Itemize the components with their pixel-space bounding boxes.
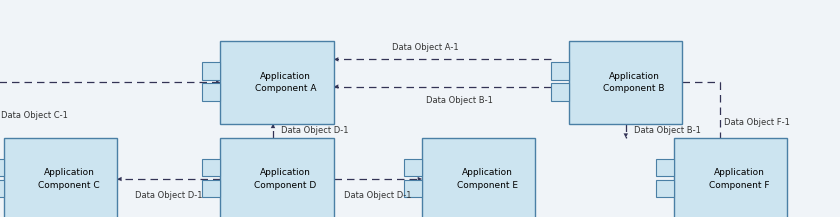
Text: Application
Component C: Application Component C xyxy=(38,168,100,190)
Text: Data Object F-1: Data Object F-1 xyxy=(724,118,790,127)
Bar xyxy=(655,180,674,197)
Text: Data Object C-1: Data Object C-1 xyxy=(1,112,68,120)
Bar xyxy=(202,83,220,101)
Text: Application
Component D: Application Component D xyxy=(255,168,317,190)
Bar xyxy=(403,159,422,176)
Bar xyxy=(655,159,674,176)
Bar xyxy=(0,159,3,176)
Text: Application
Component E: Application Component E xyxy=(457,168,517,190)
Text: Data Object D-1: Data Object D-1 xyxy=(281,126,349,135)
Text: Data Object A-1: Data Object A-1 xyxy=(392,43,459,52)
Text: Application
Component A: Application Component A xyxy=(255,72,317,93)
Bar xyxy=(3,138,117,217)
Bar xyxy=(202,180,220,197)
Bar xyxy=(403,180,422,197)
Text: Data Object D-1: Data Object D-1 xyxy=(344,191,412,200)
Bar xyxy=(0,180,3,197)
Bar xyxy=(202,159,220,176)
Text: Data Object D-1: Data Object D-1 xyxy=(135,191,202,200)
Bar xyxy=(551,62,570,80)
Text: Data Object B-1: Data Object B-1 xyxy=(634,126,701,135)
Bar xyxy=(422,138,536,217)
Bar xyxy=(674,138,788,217)
Bar xyxy=(570,41,682,124)
Bar xyxy=(220,138,334,217)
Bar xyxy=(220,41,334,124)
Text: Application
Component B: Application Component B xyxy=(603,72,665,93)
Text: Data Object B-1: Data Object B-1 xyxy=(426,96,492,105)
Bar xyxy=(551,83,570,101)
Bar xyxy=(202,62,220,80)
Text: Application
Component F: Application Component F xyxy=(709,168,769,190)
